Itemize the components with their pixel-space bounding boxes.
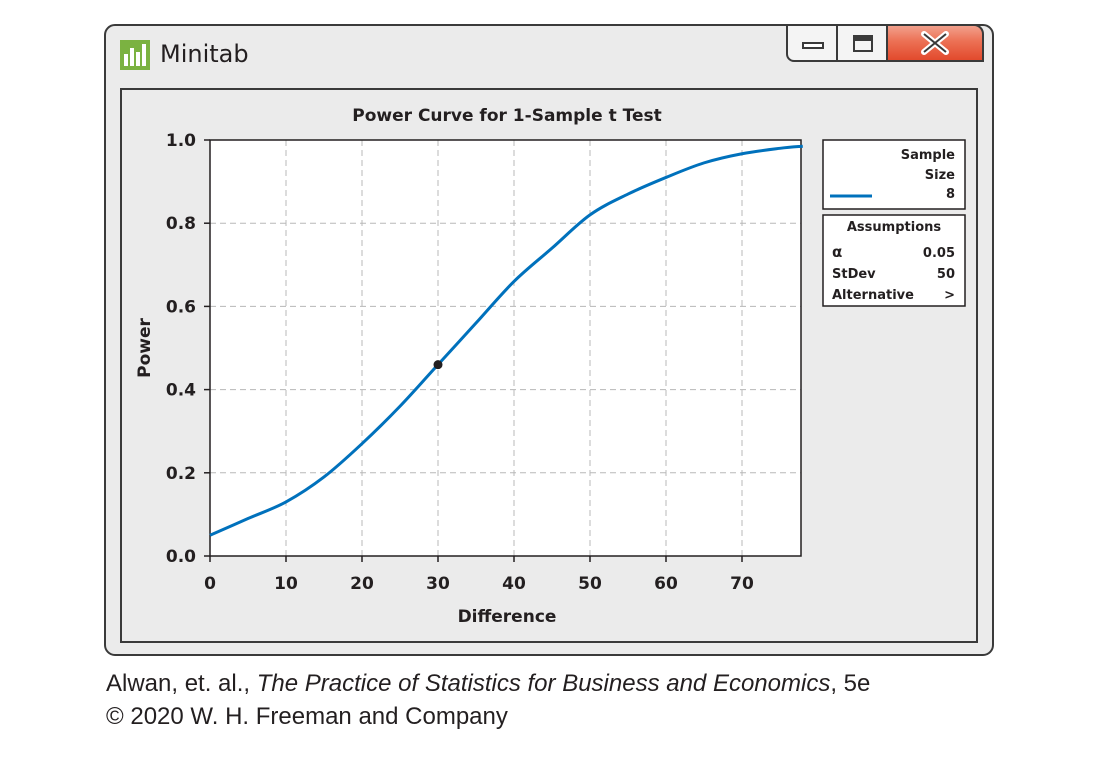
- chart-title: Power Curve for 1-Sample t Test: [352, 106, 661, 126]
- caption-copyright: © 2020 W. H. Freeman and Company: [106, 703, 508, 730]
- caption-edition: , 5e: [830, 670, 871, 697]
- caption-authors: Alwan, et. al.,: [106, 670, 257, 697]
- legend-box: Sample Size 8: [822, 139, 966, 210]
- assumptions-box: Assumptions α 0.05 StDev 50 Alternative …: [822, 214, 966, 307]
- assumption-alternative-value: >: [944, 288, 955, 303]
- title-bar: Minitab: [106, 24, 992, 84]
- highlight-point: [433, 360, 443, 370]
- close-button[interactable]: [886, 24, 984, 62]
- assumptions-title: Assumptions: [847, 220, 941, 235]
- x-tick-label: 0: [204, 574, 216, 594]
- caption-citation: Alwan, et. al., The Practice of Statisti…: [106, 670, 870, 698]
- minitab-logo-icon: [120, 40, 150, 70]
- assumption-stdev-value: 50: [937, 267, 955, 282]
- x-tick-label: 20: [350, 574, 374, 594]
- assumption-alpha-value: 0.05: [923, 246, 955, 261]
- power-curve-line: [209, 144, 803, 537]
- y-axis-label: Power: [135, 318, 155, 378]
- y-tick-label: 0.6: [166, 297, 196, 317]
- assumption-alpha-label: α: [832, 243, 842, 261]
- x-tick-label: 40: [502, 574, 526, 594]
- minimize-button[interactable]: [786, 24, 838, 62]
- x-tick-label: 50: [578, 574, 602, 594]
- x-axis-label: Difference: [458, 607, 557, 627]
- x-tick-label: 30: [426, 574, 450, 594]
- assumptions-border: [822, 214, 966, 307]
- y-tick-label: 0.8: [166, 214, 196, 234]
- caption-book-title: The Practice of Statistics for Business …: [256, 670, 831, 697]
- y-tick-label: 0.4: [166, 381, 196, 401]
- axis-ticks: 0 10 20 30 40 50 60 70 0.0 0.2 0.4 0.6 0.8 1.0: [166, 131, 754, 594]
- x-tick-label: 60: [654, 574, 678, 594]
- legend-header-sample: Sample: [901, 148, 955, 163]
- x-tick-label: 70: [730, 574, 754, 594]
- assumption-stdev-label: StDev: [832, 267, 876, 282]
- assumption-alternative-label: Alternative: [832, 288, 914, 303]
- x-tick-label: 10: [274, 574, 298, 594]
- legend-header-size: Size: [925, 168, 955, 183]
- app-title: Minitab: [160, 40, 249, 68]
- y-tick-label: 1.0: [166, 131, 196, 151]
- plot-area: [209, 139, 802, 557]
- y-tick-label: 0.0: [166, 547, 196, 567]
- close-icon: [921, 31, 949, 55]
- maximize-button[interactable]: [836, 24, 888, 62]
- legend-sample-size-value: 8: [946, 187, 955, 202]
- y-tick-label: 0.2: [166, 464, 196, 484]
- series-layer: [209, 144, 803, 537]
